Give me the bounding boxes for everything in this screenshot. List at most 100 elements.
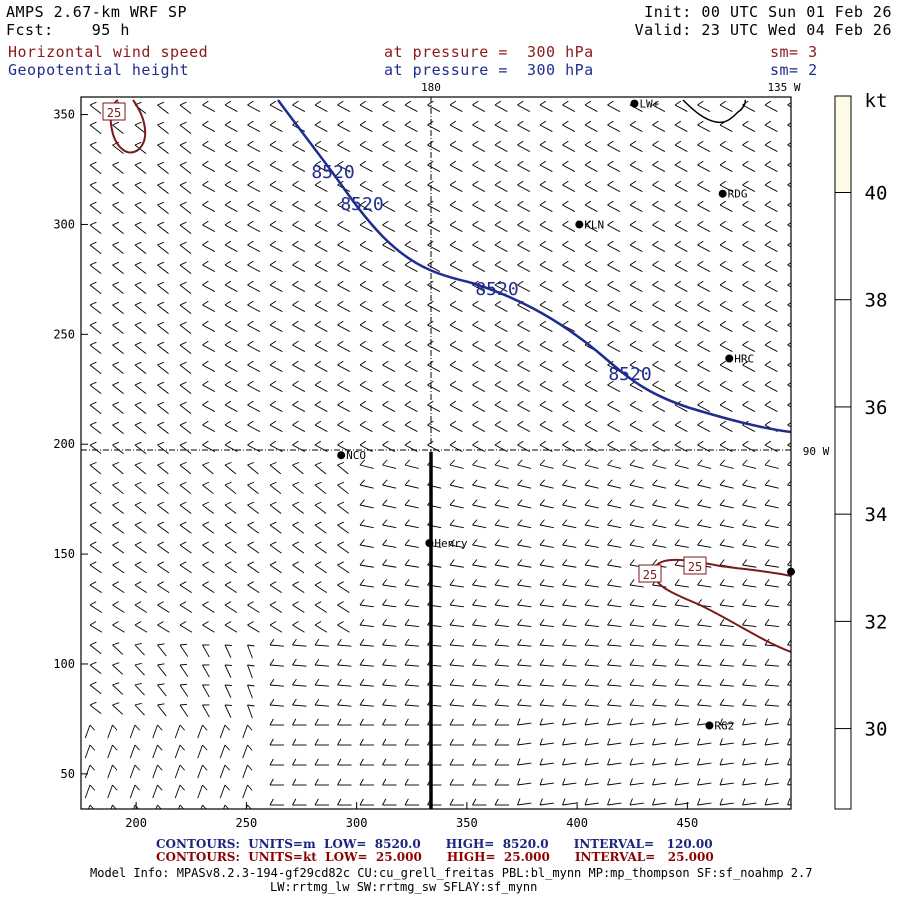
wind-barb <box>112 684 124 695</box>
wind-barb-flag <box>539 778 543 786</box>
wind-barb <box>697 504 712 509</box>
wind-barb-flag <box>742 120 749 126</box>
wind-barb <box>314 624 328 633</box>
wind-barb-flag <box>404 539 410 546</box>
wind-barb-flag <box>179 703 188 706</box>
wind-barb <box>742 404 756 412</box>
wind-barb-flag <box>134 281 142 286</box>
wind-barb-flag <box>629 698 635 706</box>
wind-barb-flag <box>404 738 409 746</box>
wind-barb-flag <box>674 240 682 246</box>
wind-barb-flag <box>764 638 770 646</box>
wind-barb-flag <box>764 678 770 686</box>
wind-barb <box>539 144 553 152</box>
wind-barb <box>112 424 124 434</box>
wind-barb-flag <box>674 658 680 666</box>
wind-barb-flag <box>359 539 365 546</box>
wind-barb <box>697 404 711 412</box>
wind-barb <box>562 464 577 469</box>
wind-barb <box>584 444 598 452</box>
wind-barb-flag <box>134 724 140 731</box>
wind-barb-flag <box>472 140 479 146</box>
wind-barb <box>314 684 329 687</box>
wind-barb-flag <box>359 758 364 766</box>
wind-barb <box>472 544 487 548</box>
wind-barb-flag <box>697 798 701 806</box>
wind-barb <box>652 524 667 529</box>
wind-barb <box>382 204 396 212</box>
wind-barb <box>292 184 306 192</box>
wind-barb <box>359 704 374 707</box>
wind-barb <box>787 144 791 148</box>
wind-barb-flag <box>134 702 142 706</box>
wind-barb-flag <box>674 778 678 786</box>
field2-smoothing: sm= 2 <box>770 61 818 79</box>
wind-barb-flag <box>697 340 704 346</box>
wind-barb <box>764 304 778 312</box>
wind-barb-flag <box>112 744 118 751</box>
wind-barb <box>89 564 102 574</box>
wind-barb-flag <box>742 220 749 226</box>
wind-barb <box>472 524 487 529</box>
station-label: HRC <box>734 353 754 366</box>
wind-barb-flag <box>337 738 342 746</box>
wind-barb-flag <box>292 658 297 666</box>
wind-barb <box>157 604 170 613</box>
wind-barb-flag <box>359 738 364 746</box>
wind-barb-flag <box>539 380 547 386</box>
wind-barb-flag <box>134 221 142 226</box>
station-label: NCO <box>346 449 366 462</box>
wind-barb <box>314 644 329 647</box>
wind-barb <box>112 124 124 134</box>
wind-barb-flag <box>787 738 791 746</box>
wind-barb <box>449 704 464 707</box>
wind-barb-flag <box>674 499 680 506</box>
wind-barb-flag <box>539 320 547 326</box>
wind-barb <box>629 324 643 332</box>
wind-barb <box>382 584 397 588</box>
wind-barb-flag <box>584 459 591 466</box>
wind-barb <box>472 504 487 509</box>
wind-barb <box>674 704 689 707</box>
wind-barb-flag <box>742 638 747 646</box>
wind-barb <box>202 244 216 252</box>
wind-barb <box>449 184 463 192</box>
wind-barb <box>337 264 351 272</box>
wind-barb <box>179 344 192 354</box>
wind-barb <box>584 604 599 608</box>
wind-barb-flag <box>742 619 747 626</box>
wind-barb <box>764 164 778 172</box>
wind-barb-flag <box>584 120 592 126</box>
wind-barb-flag <box>382 579 388 586</box>
x-tick-label: 250 <box>236 816 258 830</box>
wind-barb <box>584 404 598 412</box>
wind-barb-flag <box>382 300 389 306</box>
wind-barb-flag <box>224 240 232 246</box>
wind-barb <box>764 104 778 112</box>
wind-barb <box>247 144 261 152</box>
wind-barb-flag <box>202 461 210 466</box>
wind-barb-flag <box>382 778 387 786</box>
wind-barb-flag <box>472 400 479 406</box>
wind-barb <box>607 782 622 786</box>
wind-barb <box>129 784 136 799</box>
station-label: KLN <box>584 218 604 231</box>
wind-barb <box>247 364 261 372</box>
wind-barb <box>472 684 487 687</box>
wind-barb <box>247 644 253 659</box>
wind-barb <box>89 624 103 633</box>
wind-barb-flag <box>449 559 455 566</box>
wind-barb <box>427 224 441 232</box>
wind-barb-flag <box>157 521 165 526</box>
wind-barb-flag <box>292 400 299 406</box>
wind-barb <box>359 164 373 172</box>
wind-barb <box>697 184 711 192</box>
wind-barb-flag <box>607 420 614 426</box>
wind-barb <box>427 384 441 392</box>
wind-barb-flag <box>314 100 322 106</box>
wind-barb <box>224 164 238 172</box>
wind-barb <box>742 782 757 786</box>
wind-barb-flag <box>337 420 344 426</box>
wind-barb-flag <box>337 481 345 486</box>
wind-barb <box>449 624 464 627</box>
